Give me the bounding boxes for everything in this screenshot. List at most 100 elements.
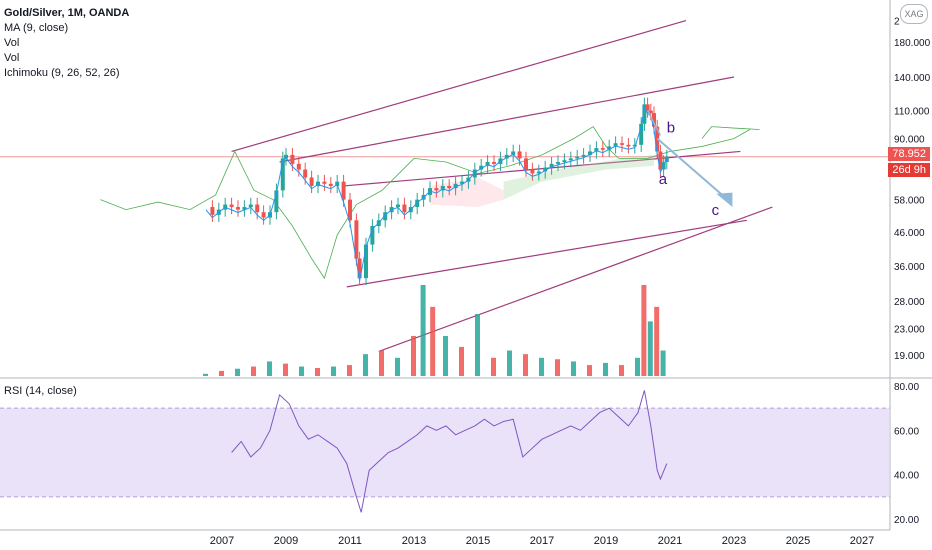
time-tick-2017: 2017 (530, 535, 554, 547)
countdown-tag: 26d 9h (888, 163, 930, 177)
volume-bar (654, 306, 660, 376)
candle-body (652, 113, 656, 127)
candle-body (348, 199, 352, 221)
forecast-arrow-head (716, 192, 733, 208)
candle-body (229, 204, 234, 208)
volume-bar (619, 365, 624, 376)
candle-body (284, 154, 288, 159)
candle-body (511, 151, 516, 155)
channel-line-4 (346, 219, 747, 288)
candle-body (600, 148, 605, 150)
rsi-legend[interactable]: RSI (14, close) (4, 385, 77, 397)
candle-body (309, 177, 314, 186)
legend-ma[interactable]: MA (9, close) (4, 22, 69, 34)
volume-bar (459, 346, 464, 376)
chart-legend: Gold/Silver, 1M, OANDA MA (9, close) Vol… (4, 6, 129, 81)
volume-bar (491, 357, 496, 376)
candle-body (370, 225, 375, 245)
candle-body (303, 169, 308, 178)
time-tick-2025: 2025 (786, 535, 810, 547)
volume-bar (347, 365, 352, 376)
candle-body (517, 151, 522, 159)
candle-body (575, 156, 580, 159)
volume-bar (331, 366, 336, 376)
legend-vol-2[interactable]: Vol (4, 52, 20, 64)
candle-body (536, 171, 541, 174)
volume-bar (475, 314, 480, 376)
channel-line-1 (231, 19, 687, 153)
legend-symbol[interactable]: Gold/Silver, 1M, OANDA (4, 7, 130, 19)
volume-bar (430, 306, 436, 376)
last-price-tag: 78.952 (888, 147, 930, 161)
volume-bar (203, 373, 208, 376)
candle-body (581, 154, 586, 157)
candle-body (632, 144, 637, 147)
candle-body (568, 158, 573, 161)
rsi-tick: 40.00 (894, 471, 919, 482)
candle-body (396, 204, 400, 208)
price-tick: 180.000 (894, 38, 931, 49)
candle-body (440, 185, 445, 191)
volume-bar (587, 365, 592, 376)
candle-body (261, 212, 266, 218)
candle-body (594, 148, 599, 152)
channel-line-2 (279, 76, 735, 163)
time-tick-2027: 2027 (850, 535, 874, 547)
legend-ichimoku[interactable]: Ichimoku (9, 26, 52, 26) (4, 67, 120, 79)
volume-bar (315, 367, 320, 376)
candle-body (322, 181, 327, 184)
price-tick: 23.000 (894, 324, 925, 335)
time-tick-2015: 2015 (466, 535, 490, 547)
candle-body (613, 143, 618, 147)
time-tick-2011: 2011 (338, 535, 362, 547)
time-tick-2021: 2021 (658, 535, 682, 547)
candle-body (664, 156, 669, 163)
candle-body (562, 160, 567, 163)
channel-line-5 (378, 206, 773, 352)
candle-body (290, 154, 295, 164)
candle-body (645, 104, 650, 111)
candle-body (607, 146, 612, 150)
volume-bar (555, 359, 560, 376)
candle-body (354, 220, 359, 259)
legend-vol-1[interactable]: Vol (4, 37, 20, 49)
candle-body (447, 185, 452, 189)
candle-body (648, 110, 653, 114)
symbol-badge[interactable]: XAG (900, 4, 928, 24)
volume-bar (251, 366, 256, 376)
candle-body (328, 183, 333, 186)
rsi-line (231, 390, 668, 513)
price-tick: 2 (894, 17, 900, 28)
price-tick: 140.000 (894, 73, 931, 84)
rsi-tick: 80.00 (894, 382, 919, 393)
volume-bar (395, 357, 400, 376)
candle-body (415, 199, 420, 208)
volume-bar (235, 368, 240, 376)
volume-bar (363, 354, 368, 376)
candle-body (504, 154, 509, 159)
volume-bar (411, 335, 416, 376)
volume-bar (641, 285, 647, 376)
rsi-tick: 20.00 (894, 515, 919, 526)
time-tick-2019: 2019 (594, 535, 618, 547)
price-tick: 46.000 (894, 228, 925, 239)
price-tick: 110.000 (894, 107, 930, 118)
ma-line (205, 105, 668, 282)
rsi-tick: 60.00 (894, 426, 919, 437)
wave-label-c: c (712, 202, 720, 219)
volume-bar (267, 361, 272, 376)
candle-body (242, 207, 247, 210)
price-tick: 36.000 (894, 262, 925, 273)
candle-body (549, 163, 554, 168)
price-tick: 19.000 (894, 351, 925, 362)
candle-body (248, 204, 253, 208)
volume-bar (539, 357, 544, 376)
candle-body (434, 188, 439, 191)
candle-body (335, 181, 340, 186)
volume-bar (660, 350, 666, 376)
candle-body (639, 123, 644, 145)
wave-label-b: b (667, 119, 675, 136)
candle-body (543, 167, 548, 172)
ichimoku-cloud-green (503, 154, 654, 200)
